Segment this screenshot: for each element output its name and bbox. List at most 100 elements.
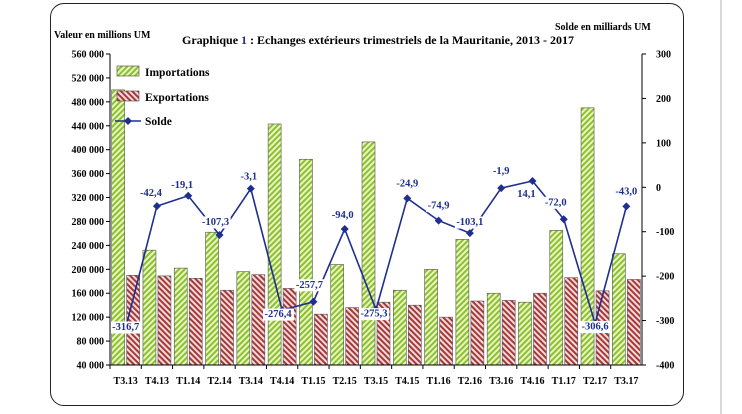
solde-label-T1.15: -257,7 — [296, 280, 323, 291]
bar-importations-T1.17 — [549, 230, 564, 366]
title-rest: : Echanges extérieurs trimestriels de la… — [247, 33, 574, 47]
solde-label-bg — [330, 209, 356, 222]
solde-label-bg — [454, 216, 485, 229]
solde-label-T4.16: 14,1 — [517, 189, 535, 200]
solde-label-T2.16: -103,1 — [456, 217, 483, 228]
right-tick-label: 0 — [656, 183, 661, 194]
solde-label-T2.15: -94,0 — [332, 210, 354, 221]
bar-exportations-T4.14 — [282, 288, 297, 366]
x-tick-label: T1.14 — [176, 376, 200, 387]
solde-label-bg — [263, 308, 294, 321]
bar-importations-T4.13 — [142, 249, 157, 366]
bar-importations-T1.14 — [173, 267, 188, 366]
legend-swatch-importations — [116, 65, 140, 77]
x-tick-label: T1.15 — [301, 376, 325, 387]
solde-label-bg — [138, 187, 165, 200]
solde-point-T1.17 — [559, 215, 568, 224]
solde-point-T1.15 — [309, 297, 318, 306]
solde-label-T4.15: -24,9 — [396, 178, 418, 189]
bar-exportations-T3.13 — [126, 274, 140, 366]
left-tick-label: 480 000 — [72, 97, 105, 108]
left-tick-label: 400 000 — [72, 145, 105, 156]
bar-importations-T1.16 — [424, 269, 438, 366]
solde-label-T4.14: -276,4 — [265, 309, 293, 320]
solde-point-T1.16 — [434, 216, 443, 225]
right-tick-label: 100 — [656, 138, 671, 149]
x-tick-label: T3.16 — [489, 376, 513, 387]
bar-exportations-T3.14 — [251, 274, 266, 366]
title-number: 1 — [241, 33, 247, 47]
solde-label-bg — [169, 179, 195, 192]
bar-importations-T2.15 — [330, 264, 345, 366]
x-tick-label: T2.15 — [333, 376, 357, 387]
legend-label-importations: Importations — [145, 67, 210, 79]
bar-importations-T4.16 — [518, 301, 532, 366]
legend-label-solde: Solde — [145, 116, 172, 128]
solde-label-T1.14: -19,1 — [171, 180, 193, 191]
solde-point-T4.13 — [152, 202, 161, 211]
left-tick-label: 120 000 — [72, 313, 105, 324]
x-tick-label: T4.14 — [270, 376, 294, 387]
legend: Importations Exportations Solde — [115, 65, 210, 128]
solde-point-T4.15 — [403, 194, 412, 203]
right-tick-label: -400 — [656, 361, 674, 372]
bar-exportations-T4.13 — [157, 275, 172, 366]
right-tick-label: -200 — [656, 272, 674, 283]
x-tick-label: T1.17 — [552, 376, 576, 387]
solde-label-T3.15: -275,3 — [360, 309, 387, 320]
solde-label-bg — [426, 200, 452, 213]
solde-line-group: -316,7 -42,4 -19,1 -107,3 -3,1 -276,4 -257,7 -9… — [110, 165, 639, 334]
left-tick-label: 560 000 — [72, 50, 105, 61]
axes-group: T3.13 T4.13 T1.14 T2.14 T3.14 T4.14 T1.15 T2.15… — [72, 50, 675, 388]
left-tick-label: 320 000 — [72, 193, 105, 204]
solde-label-bg — [294, 279, 325, 292]
solde-label-bg — [491, 165, 511, 178]
page-edge — [720, 0, 722, 414]
legend-marker-solde — [124, 117, 132, 125]
bar-importations-T4.15 — [392, 289, 407, 366]
x-tick-label: T4.15 — [395, 376, 419, 387]
x-tick-label: T2.16 — [458, 376, 482, 387]
left-tick-label: 280 000 — [72, 217, 105, 228]
bar-importations-T3.16 — [486, 292, 501, 366]
solde-label-bg — [239, 171, 259, 184]
left-tick-label: 440 000 — [72, 121, 105, 132]
solde-label-bg — [358, 308, 390, 321]
right-tick-label: 300 — [656, 50, 671, 61]
solde-label-T3.16: -1,9 — [493, 166, 510, 177]
right-axis-label: Solde en milliards UM — [555, 22, 651, 33]
title-prefix: Graphique — [182, 33, 241, 47]
left-tick-label: 80 000 — [77, 337, 105, 348]
solde-label-T3.14: -3,1 — [241, 172, 258, 183]
solde-point-T1.14 — [184, 191, 193, 200]
left-tick-label: 160 000 — [72, 289, 105, 300]
solde-label-bg — [543, 196, 569, 209]
solde-point-T2.16 — [465, 229, 474, 238]
bar-importations-T2.14 — [205, 231, 219, 366]
solde-point-T3.16 — [497, 184, 506, 193]
solde-label-bg — [579, 321, 611, 334]
bar-importations-T3.15 — [361, 141, 376, 366]
x-tick-label: T3.15 — [364, 376, 388, 387]
chart-title: Graphique 1 : Echanges extérieurs trimes… — [182, 33, 574, 47]
bar-exportations-T1.15 — [314, 313, 328, 366]
solde-point-T4.16 — [528, 177, 537, 186]
solde-label-T1.16: -74,9 — [428, 201, 450, 212]
bar-importations-T3.14 — [236, 271, 251, 366]
bar-importations-T4.14 — [267, 123, 282, 366]
right-tick-label: -100 — [656, 227, 674, 238]
bar-exportations-T4.16 — [533, 292, 547, 366]
bars-group — [111, 89, 641, 366]
x-tick-label: T3.13 — [114, 376, 138, 387]
bar-exportations-T2.14 — [220, 289, 234, 366]
solde-label-bg — [515, 188, 538, 201]
solde-label-bg — [110, 321, 141, 334]
bar-exportations-T4.15 — [407, 304, 422, 366]
right-tick-label: -300 — [656, 316, 674, 327]
x-tick-label: T3.14 — [239, 376, 263, 387]
left-tick-label: 360 000 — [72, 169, 105, 180]
solde-label-T2.14: -107,3 — [202, 217, 229, 228]
solde-label-T2.17: -306,6 — [581, 322, 608, 333]
solde-label-T3.17: -43,0 — [615, 186, 637, 197]
